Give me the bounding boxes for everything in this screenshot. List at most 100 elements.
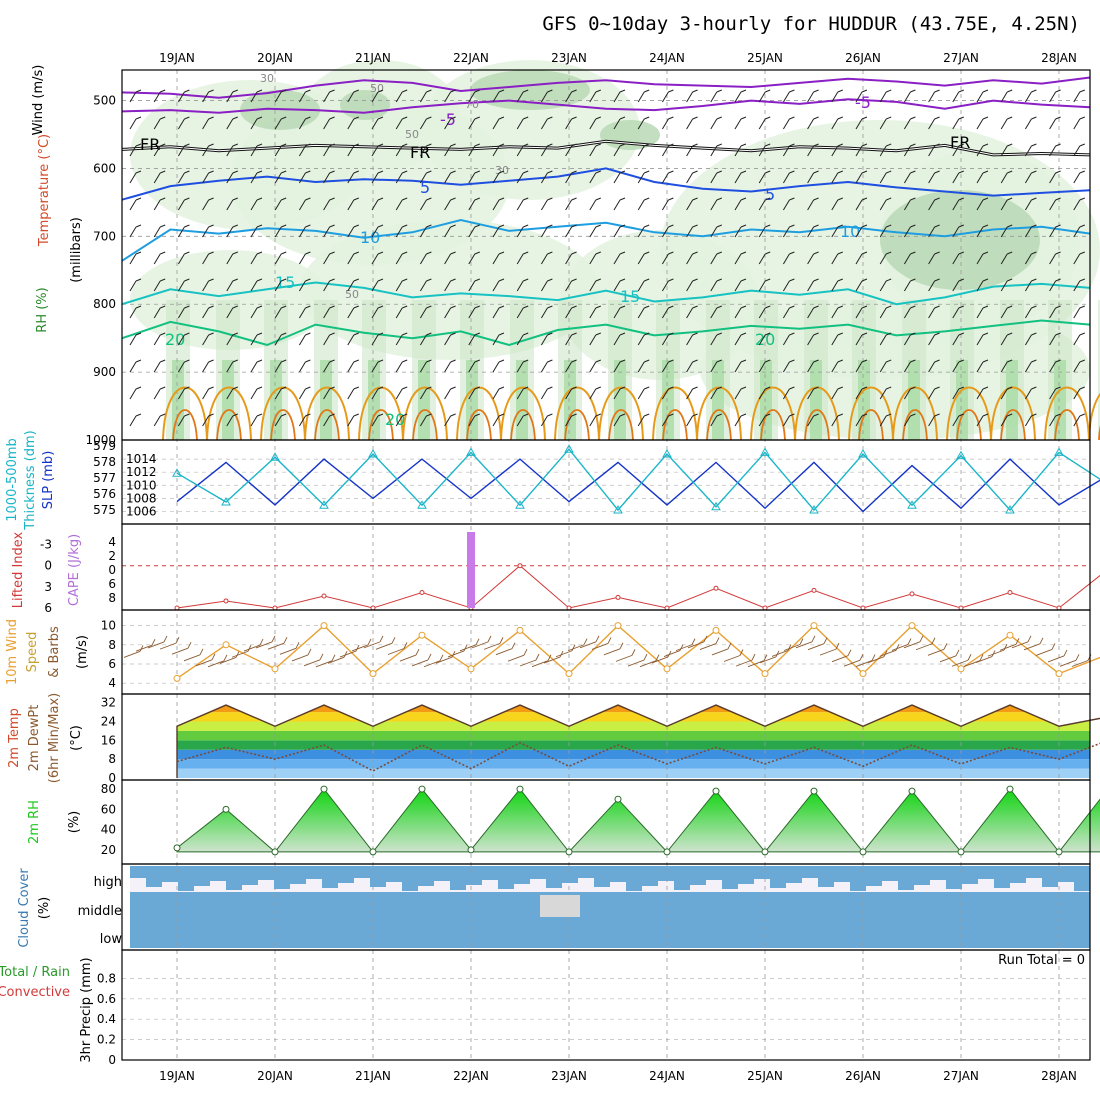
- cloud-high-bar: [978, 872, 994, 879]
- isotherm-30-arc: [706, 409, 732, 441]
- wind-barb: [782, 89, 795, 103]
- wind-barb: [468, 305, 480, 319]
- cloud-high-bar: [210, 872, 226, 881]
- wind-barb: [153, 224, 166, 238]
- cloud-high-bar: [642, 872, 658, 886]
- slp-tick-label: 1014: [126, 452, 157, 466]
- wind-barb: [952, 116, 964, 130]
- wind-barb: [1000, 359, 1013, 373]
- wind-barb: [637, 305, 650, 319]
- wind-barb: [928, 278, 940, 292]
- thickness-marker: [270, 452, 280, 461]
- wind-barb-10m: [531, 654, 552, 668]
- wind-barb-10m: [387, 642, 408, 655]
- wind-barb-10m: [579, 635, 600, 649]
- wind-barb: [734, 170, 747, 184]
- wind-barb: [347, 197, 359, 211]
- wind-barb: [903, 89, 916, 103]
- wind-barb-10m: [339, 644, 360, 658]
- isotherm-30-arc: [412, 409, 438, 441]
- wind-barb: [637, 359, 650, 373]
- wind10m-line: [176, 624, 1100, 679]
- wind-barb: [298, 89, 311, 103]
- wind-barb: [444, 224, 456, 238]
- wind-barb: [565, 359, 577, 373]
- wind-barb: [1073, 89, 1085, 103]
- wind-barb: [758, 386, 771, 400]
- wind-barb: [1024, 251, 1037, 265]
- isotherm-30-arc: [608, 409, 634, 441]
- contour-label: 10: [840, 222, 860, 241]
- wind-barb: [855, 170, 868, 184]
- temp-tick-label: 32: [101, 696, 116, 710]
- cloud-high-bar: [594, 872, 610, 887]
- rh-tick-label: 80: [101, 782, 116, 796]
- temp-tick-label: 16: [101, 733, 116, 747]
- wind-barb: [153, 251, 166, 265]
- contour-label: FR: [950, 133, 970, 152]
- wind-barb: [468, 251, 480, 265]
- wind-barb: [540, 251, 553, 265]
- wind-barb: [226, 305, 238, 319]
- isotherm-30-arc: [172, 409, 198, 441]
- cloud-high-bar: [306, 872, 322, 879]
- wind-barb: [976, 359, 989, 373]
- rh-shade-column-halo: [852, 300, 876, 440]
- wind-barb: [1000, 386, 1013, 400]
- wind-barb: [468, 359, 480, 373]
- wind-barb: [177, 170, 190, 184]
- wind-barb-10m: [627, 653, 648, 667]
- wind-barb: [540, 116, 553, 130]
- wind-barb-10m: [243, 638, 264, 652]
- cloud-high-bar: [258, 872, 274, 880]
- wind-barb: [177, 143, 190, 157]
- wind-barb: [516, 116, 529, 130]
- precip-convective-label: Convective: [0, 985, 70, 1000]
- wind-barb: [492, 332, 505, 346]
- cloud-high-bar: [802, 872, 818, 878]
- wind-barb: [468, 116, 480, 130]
- wind-barb-10m: [747, 654, 768, 668]
- wind-barb: [468, 386, 480, 400]
- cloud-high-bar: [146, 872, 162, 887]
- day-label-bottom: 19JAN: [159, 1069, 195, 1083]
- rh2m-marker: [908, 787, 916, 795]
- day-label-bottom: 23JAN: [551, 1069, 587, 1083]
- wind-barb: [540, 413, 553, 427]
- wind10m-marker: [418, 631, 426, 639]
- thickness-marker: [711, 501, 721, 511]
- cloud-high-bar: [722, 872, 738, 889]
- wind-barb: [831, 170, 843, 184]
- wind-barb: [202, 143, 214, 157]
- wind-barb: [153, 143, 166, 157]
- wind-barb: [129, 143, 142, 157]
- rh2m-marker: [1006, 785, 1014, 793]
- thickness-marker: [564, 444, 574, 453]
- wind-barb: [782, 251, 795, 265]
- wind-barb: [1000, 332, 1013, 346]
- wind-barb: [492, 278, 505, 292]
- wind-tick-label: 4: [108, 676, 116, 690]
- wind-barb: [565, 143, 577, 157]
- wind-barb: [710, 278, 722, 292]
- isotherm-30-arc: [466, 409, 492, 441]
- wind-barb: [468, 278, 480, 292]
- wind-barb: [855, 197, 868, 211]
- side-axis-label: (%): [37, 897, 52, 920]
- cape-tick-label: 0: [108, 563, 116, 577]
- wind-barb: [661, 143, 674, 157]
- wind-barb: [903, 197, 916, 211]
- temp-band: [177, 759, 1090, 769]
- wind-barb: [226, 413, 238, 427]
- wind-barb: [782, 278, 795, 292]
- isotherm-30-arc: [564, 409, 590, 441]
- pressure-tick-label: 1000: [85, 433, 116, 447]
- wind-barb: [540, 359, 553, 373]
- wind-barb: [1073, 332, 1085, 346]
- wind-barb: [565, 332, 577, 346]
- wind-barb: [274, 332, 287, 346]
- cloud-high-bar: [242, 872, 258, 885]
- wind-barb: [782, 224, 795, 238]
- wind-barb: [952, 197, 964, 211]
